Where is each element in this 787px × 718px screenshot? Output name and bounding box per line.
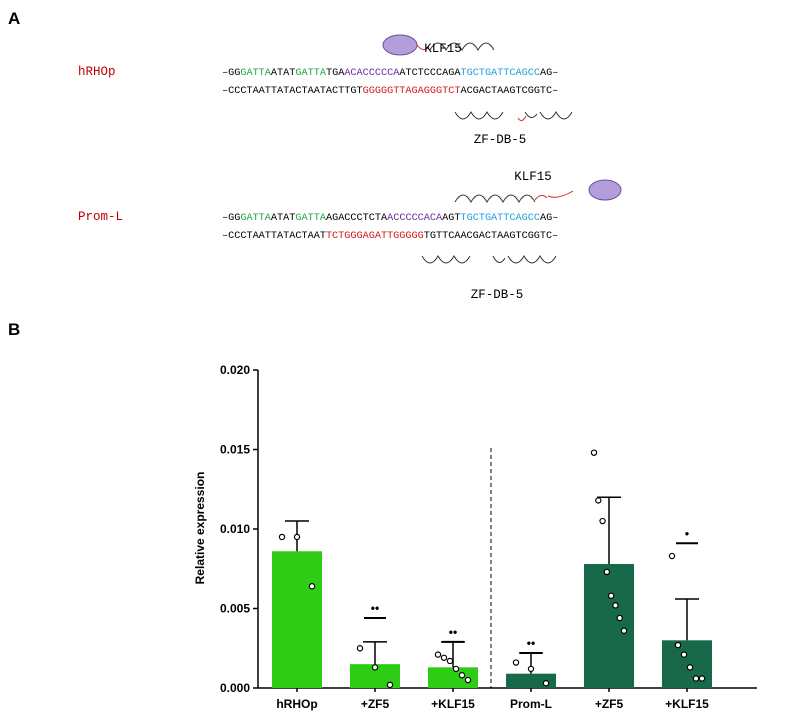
protein-icons — [382, 34, 622, 264]
sequence-segment: ACGACTAAGTCGGTC– — [460, 86, 558, 97]
sequence-segment: AG– — [540, 213, 558, 224]
sequence-segment: GATTA — [240, 213, 271, 224]
bar — [350, 664, 400, 688]
sequence-segment: ACACCCCCA — [344, 68, 400, 79]
data-point — [512, 659, 520, 666]
sequence-segment: GATTA — [295, 68, 326, 79]
data-point — [386, 681, 394, 689]
data-point — [595, 497, 602, 504]
data-point — [458, 672, 466, 679]
klf15-domain — [382, 34, 418, 56]
x-tick-label: Prom-L — [510, 697, 552, 711]
construct-name: hRHOp — [78, 65, 116, 79]
sequence-segment: –CCCTAATTATACTAATACTTGT — [222, 86, 363, 97]
sequence-segment: TCTGGGAGATTGGGGG — [326, 231, 424, 242]
data-point — [293, 533, 301, 541]
protein-label: ZF-DB-5 — [471, 288, 524, 302]
data-point — [668, 552, 676, 560]
protein-label: ZF-DB-5 — [474, 133, 527, 147]
sequence-segment: –GG — [222, 68, 240, 79]
sequence-segment: –GG — [222, 213, 240, 224]
sequence-segment: ATAT — [271, 213, 295, 224]
data-point — [278, 533, 286, 541]
sequence-segment: TGTTCAACGACTAAGTCGGTC– — [424, 231, 559, 242]
bar — [428, 667, 478, 688]
zinc-fingers — [454, 194, 536, 204]
x-tick-label: +ZF5 — [595, 697, 624, 711]
data-point — [607, 592, 615, 599]
bar — [272, 551, 322, 688]
sequence-segment: TGCTGATTCAGCC — [460, 213, 539, 224]
data-point — [440, 654, 448, 661]
y-tick-label: 0.000 — [220, 681, 250, 695]
sequence-segment: TGCTGATTCAGCC — [460, 68, 539, 79]
y-tick-label: 0.020 — [220, 363, 250, 377]
data-point — [620, 627, 628, 634]
linker — [517, 115, 527, 122]
protein-label: KLF15 — [424, 42, 462, 56]
data-point — [590, 449, 598, 456]
bottom-strand: –CCCTAATTATACTAATACTTGTGGGGGTTAGAGGGTCTA… — [222, 86, 558, 97]
data-point — [542, 680, 550, 687]
significance-mark: • — [685, 526, 689, 540]
significance-mark: •• — [371, 601, 379, 615]
zinc-fingers — [454, 110, 573, 120]
sequence-segment: AGT — [442, 213, 460, 224]
bar — [506, 673, 556, 688]
x-tick-label: +KLF15 — [665, 697, 709, 711]
x-tick-label: +KLF15 — [431, 697, 475, 711]
klf15-domain — [588, 179, 622, 201]
significance-mark: •• — [449, 625, 457, 639]
bottom-strand: –CCCTAATTATACTAATTCTGGGAGATTGGGGGTGTTCAA… — [222, 231, 558, 242]
sequence-segment: GATTA — [295, 213, 326, 224]
data-point — [464, 676, 472, 684]
sequence-segment: GATTA — [240, 68, 271, 79]
x-tick-label: +ZF5 — [361, 697, 390, 711]
bar — [584, 563, 634, 688]
protein-label: KLF15 — [514, 170, 552, 184]
significance-mark: •• — [527, 636, 535, 650]
data-point — [599, 517, 606, 525]
data-point — [616, 614, 623, 622]
data-point — [371, 664, 379, 671]
y-tick-label: 0.005 — [220, 602, 250, 616]
data-point — [446, 657, 454, 665]
x-tick-label: hRHOp — [276, 697, 317, 711]
data-point — [356, 645, 364, 652]
y-tick-label: 0.015 — [220, 443, 250, 457]
bar — [662, 640, 712, 688]
sequence-segment: AGACCCTCTA — [326, 213, 388, 224]
y-axis-label: Relative expression — [193, 472, 207, 585]
data-point — [527, 665, 535, 673]
sequence-segment: ATCTCCCAGA — [399, 68, 461, 79]
data-point — [692, 675, 700, 682]
sequence-segment: ACCCCCACA — [387, 213, 443, 224]
panel-label: A — [8, 9, 20, 28]
construct-name: Prom-L — [78, 210, 123, 224]
data-point — [612, 602, 619, 609]
data-point — [674, 641, 682, 649]
panel-label: B — [8, 320, 20, 339]
sequence-segment: AG– — [540, 68, 558, 79]
top-strand: –GGGATTAATATGATTATGAACACCCCCAATCTCCCAGAT… — [222, 68, 558, 79]
y-tick-label: 0.010 — [220, 522, 250, 536]
sequence-segment: –CCCTAATTATACTAAT — [222, 231, 326, 242]
data-point — [698, 675, 706, 682]
data-point — [308, 583, 316, 590]
sequence-segment: ATAT — [271, 68, 295, 79]
data-point — [680, 651, 688, 658]
linker — [534, 190, 574, 201]
sequence-segment: GGGGGTTAGAGGGTCT — [363, 86, 461, 97]
data-point — [434, 651, 442, 658]
zinc-fingers — [429, 42, 495, 52]
data-point — [603, 568, 611, 576]
linker — [416, 44, 430, 51]
zinc-fingers — [421, 254, 557, 264]
sequence-segment: TGA — [326, 68, 345, 79]
data-point — [686, 664, 694, 671]
data-point — [452, 665, 460, 673]
top-strand: –GGGATTAATATGATTAAGACCCTCTAACCCCCACAAGTT… — [222, 213, 558, 224]
